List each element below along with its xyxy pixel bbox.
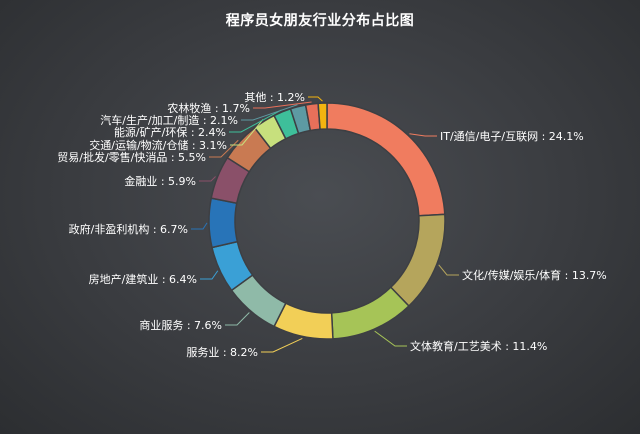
- data-label-7: 政府/非盈利机构 : 6.7%: [69, 222, 188, 236]
- leader-line-6: [200, 270, 219, 280]
- data-label-1: IT/通信/电子/互联网 : 24.1%: [440, 130, 584, 143]
- data-label-8: 金融业 : 5.9%: [124, 174, 196, 188]
- donut-slice-1: [326, 102, 446, 217]
- leader-line-12: [241, 104, 298, 121]
- leader-line-14: [308, 96, 323, 102]
- leader-line-13: [253, 101, 312, 109]
- data-label-6: 房地产/建筑业 : 6.4%: [89, 272, 197, 286]
- leader-line-2: [438, 264, 459, 276]
- donut-slice-3: [330, 286, 410, 340]
- data-label-2: 文化/传媒/娱乐/体育 : 13.7%: [462, 268, 607, 282]
- donut-slice-2: [389, 213, 446, 308]
- donut-slice-14: [317, 102, 328, 131]
- leader-line-8: [199, 176, 216, 182]
- leader-line-1: [409, 133, 437, 137]
- leader-line-10: [230, 119, 264, 146]
- data-label-5: 商业服务 : 7.6%: [139, 318, 222, 332]
- leader-line-7: [191, 222, 208, 230]
- data-labels-layer: IT/通信/电子/互联网 : 24.1% 文化/传媒/娱乐/体育 : 13.7% 文…: [57, 91, 607, 359]
- donut-slice-7: [208, 197, 239, 249]
- data-label-9: 贸易/批发/零售/快消品 : 5.5%: [57, 150, 206, 164]
- data-label-12: 汽车/生产/加工/制造 : 2.1%: [100, 113, 238, 127]
- slices-layer: [208, 102, 446, 340]
- leader-line-4: [261, 337, 303, 353]
- data-label-4: 服务业 : 8.2%: [186, 346, 258, 359]
- data-label-13: 农林牧渔 : 1.7%: [167, 101, 250, 115]
- leader-line-5: [225, 312, 250, 326]
- leader-lines-layer: [191, 96, 459, 353]
- data-label-10: 交通/运输/物流/仓储 : 3.1%: [89, 138, 227, 152]
- leader-line-11: [229, 109, 282, 133]
- leader-line-3: [374, 330, 407, 347]
- data-label-11: 能源/矿产/环保 : 2.4%: [114, 125, 226, 139]
- chart-title: 程序员女朋友行业分布占比图: [225, 13, 415, 29]
- data-label-14: 其他 : 1.2%: [244, 91, 305, 104]
- leader-line-9: [209, 139, 239, 158]
- data-label-3: 文体教育/工艺美术 : 11.4%: [410, 339, 547, 353]
